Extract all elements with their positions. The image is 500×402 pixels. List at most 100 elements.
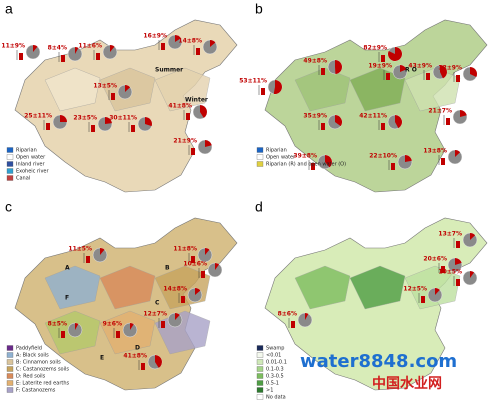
pie-label: 11±9%: [1, 43, 25, 50]
legend-text: 0.5-1: [266, 381, 279, 387]
pie-label: 14±8%: [163, 286, 187, 293]
pie-slice: [455, 150, 461, 157]
mini-bar: [91, 125, 95, 132]
mini-bar: [261, 88, 265, 95]
mini-bar: [446, 118, 450, 125]
map-panel: b 53±11% 49±8% 82±9% 19±9% 43±9% 32±9% 35±9% 42±…: [239, 1, 488, 193]
pie-label: 11±5%: [68, 246, 92, 253]
legend-swatch: [6, 345, 14, 351]
pie-slice: [175, 313, 180, 320]
legend-swatch: [6, 352, 14, 358]
legend-text: C: Castanozems soils: [16, 367, 69, 373]
pie-slice: [200, 105, 208, 118]
legend-text: 0.1-0.3: [266, 367, 284, 373]
watermark-site: water8848.com: [300, 351, 457, 372]
pie-slice: [325, 155, 332, 168]
legend-text: Paddyfield: [16, 346, 42, 352]
pie-label: 42±11%: [359, 113, 387, 120]
mini-bar: [421, 296, 425, 303]
pie-slice: [75, 47, 79, 54]
mini-bar: [61, 331, 65, 338]
mini-bar: [86, 256, 90, 263]
pie-slice: [305, 313, 309, 320]
pie-slice: [435, 288, 440, 295]
pie-label: 32±9%: [438, 65, 462, 72]
pie-slice: [405, 155, 412, 162]
pie-slice: [110, 45, 115, 52]
pie-slice: [175, 35, 181, 42]
pie-label: 16±9%: [143, 33, 167, 40]
pie-label: 53±11%: [239, 78, 267, 85]
pie-label: 12±7%: [143, 311, 167, 318]
pie-label: 19±9%: [368, 63, 392, 70]
legend-text: E: Laterite red earths: [16, 381, 70, 387]
pie-slice: [460, 110, 467, 117]
map-panel: c 11±5% 11±8% 10±6% 14±8% 9±6% 12±7% 8±5% 41±8% A…: [5, 199, 238, 394]
mini-bar: [441, 158, 445, 165]
pie-slice: [205, 140, 212, 147]
watermark-name: 中国水业网: [372, 375, 442, 392]
legend-text: B: Cinnamon soils: [16, 360, 61, 366]
legend-swatch: [6, 147, 14, 153]
mini-bar: [456, 241, 460, 248]
legend-text: Riparian: [16, 148, 37, 154]
legend-text: 0.01-0.1: [266, 360, 287, 366]
legend-text: 0.3-0.5: [266, 374, 284, 380]
legend-swatch: [6, 168, 14, 174]
pie-slice: [60, 115, 67, 122]
legend-swatch: [6, 366, 14, 372]
pie-label: 82±9%: [363, 45, 387, 52]
pie-slice: [470, 233, 476, 240]
pie-label: 23±5%: [73, 115, 97, 122]
legend-swatch: [256, 147, 264, 153]
legend-text: Exoheic river: [16, 169, 49, 175]
mini-bar: [96, 53, 100, 60]
pie-label: 13±5%: [93, 83, 117, 90]
pie-label: 10±5%: [438, 269, 462, 276]
pie-label: 11±8%: [173, 246, 197, 253]
mini-bar: [191, 256, 195, 263]
mini-bar: [61, 55, 65, 62]
mini-bar: [321, 123, 325, 130]
mini-bar: [111, 93, 115, 100]
pie-label: 12±5%: [403, 286, 427, 293]
pie-slice: [455, 258, 462, 265]
pie-label: 43±9%: [408, 63, 432, 70]
pie-label: 9±6%: [103, 321, 122, 328]
mini-bar: [201, 271, 205, 278]
pie-slice: [273, 80, 282, 94]
region: [154, 67, 211, 112]
pie-slice: [33, 45, 38, 52]
map-note: R O: [405, 67, 417, 74]
pie-label: 30±11%: [109, 115, 137, 122]
region: [99, 265, 156, 310]
pie-slice: [155, 355, 162, 368]
mini-bar: [131, 125, 135, 132]
legend-swatch: [6, 373, 14, 379]
pie-label: 35±9%: [303, 113, 327, 120]
pie-label: 8±6%: [278, 311, 297, 318]
region: [44, 265, 101, 310]
pie-slice: [470, 67, 477, 77]
pie-label: 8±5%: [48, 321, 67, 328]
mini-bar: [46, 123, 50, 130]
pie-label: 21±9%: [173, 138, 197, 145]
pie-slice: [125, 85, 131, 92]
pie-label: 13±8%: [423, 148, 447, 155]
mini-bar: [291, 321, 295, 328]
legend-text: Open water: [16, 155, 46, 161]
map-note: D: [135, 345, 140, 352]
legend-swatch: [256, 345, 264, 351]
pie-slice: [130, 323, 134, 330]
pie-slice: [145, 117, 152, 127]
legend-swatch: [256, 380, 264, 386]
mini-bar: [441, 266, 445, 273]
pie-label: 25±11%: [24, 113, 52, 120]
map-note: Summer: [155, 67, 183, 74]
mini-bar: [391, 163, 395, 170]
region: [349, 67, 406, 112]
panel-label: c: [5, 199, 12, 215]
mini-bar: [181, 296, 185, 303]
region: [294, 265, 351, 310]
